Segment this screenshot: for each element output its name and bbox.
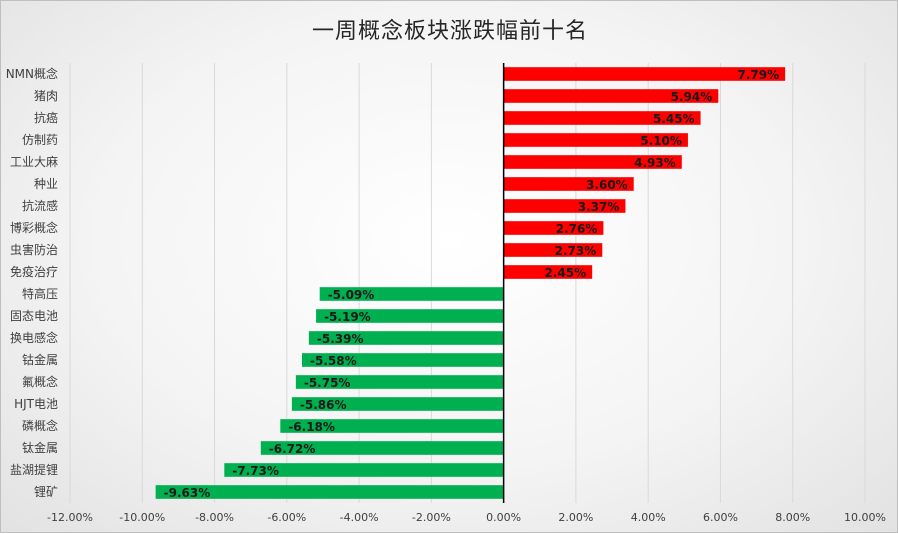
data-label: -5.19%: [324, 310, 371, 324]
bar: [224, 463, 504, 477]
bar: [503, 155, 682, 169]
x-tick-label: 6.00%: [703, 511, 738, 524]
data-label: -6.72%: [269, 442, 316, 456]
category-label: 换电感念: [10, 330, 58, 345]
category-label: 盐湖提锂: [10, 462, 58, 477]
data-label: 2.76%: [556, 222, 598, 236]
category-label: 种业: [34, 177, 58, 191]
x-tick-label: -10.00%: [119, 511, 165, 524]
x-tick-label: -6.00%: [267, 511, 306, 524]
chart-title: 一周概念板块涨跌幅前十名: [311, 19, 588, 44]
x-tick-label: 10.00%: [844, 511, 886, 524]
category-label: 抗流感: [22, 198, 58, 213]
category-label: 固态电池: [10, 309, 58, 323]
data-label: -5.75%: [304, 376, 351, 390]
bar: [503, 111, 701, 125]
x-tick-label: 4.00%: [631, 511, 666, 524]
bar: [503, 67, 786, 81]
data-label: -5.58%: [310, 354, 357, 368]
category-label: 磷概念: [22, 418, 58, 433]
data-label: 5.94%: [671, 90, 713, 104]
bar: [155, 485, 504, 499]
bar: [503, 243, 603, 257]
category-label: 仿制药: [22, 133, 58, 147]
bar: [308, 331, 504, 345]
bar: [301, 353, 504, 367]
data-label: -7.73%: [232, 464, 279, 478]
x-tick-label: -8.00%: [195, 511, 234, 524]
bar: [291, 397, 504, 411]
data-label: 3.60%: [586, 178, 628, 192]
category-label: 钛金属: [22, 440, 58, 455]
category-label: 锂矿: [34, 484, 58, 499]
bar: [260, 441, 504, 455]
category-label: 氟概念: [22, 374, 58, 389]
category-label: 博彩概念: [10, 220, 58, 235]
x-tick-label: 0.00%: [486, 511, 521, 524]
bar: [319, 287, 504, 301]
data-label: -9.63%: [164, 486, 211, 500]
data-label: 2.45%: [545, 266, 587, 280]
category-label: NMN概念: [6, 66, 58, 81]
bar: [295, 375, 504, 389]
data-label: -5.86%: [300, 398, 347, 412]
x-tick-label: -2.00%: [412, 511, 451, 524]
category-label: 免疫治疗: [10, 264, 58, 279]
category-label: 钴金属: [22, 352, 58, 367]
bar: [316, 309, 504, 323]
category-label: 工业大麻: [10, 154, 58, 169]
bar: [280, 419, 504, 433]
bar: [503, 221, 604, 235]
data-label: -5.09%: [328, 288, 375, 302]
x-tick-label: 8.00%: [775, 511, 810, 524]
category-label: 特高压: [22, 286, 58, 301]
data-label: 3.37%: [578, 200, 620, 214]
bar: [503, 133, 688, 147]
category-label: 抗癌: [34, 110, 58, 125]
data-label: -5.39%: [317, 332, 364, 346]
x-tick-label: 2.00%: [558, 511, 593, 524]
x-tick-label: -12.00%: [47, 511, 93, 524]
bar: [503, 199, 626, 213]
category-label: HJT电池: [14, 397, 58, 411]
bar: [503, 265, 593, 279]
data-label: 4.93%: [634, 156, 676, 170]
data-label: -6.18%: [288, 420, 335, 434]
data-label: 7.79%: [737, 68, 779, 82]
bar: [503, 89, 719, 103]
category-label: 虫害防治: [10, 242, 58, 257]
data-label: 5.45%: [653, 112, 695, 126]
data-label: 2.73%: [555, 244, 597, 258]
data-label: 5.10%: [640, 134, 682, 148]
category-label: 猪肉: [34, 89, 58, 103]
x-tick-label: -4.00%: [340, 511, 379, 524]
bar: [503, 177, 634, 191]
